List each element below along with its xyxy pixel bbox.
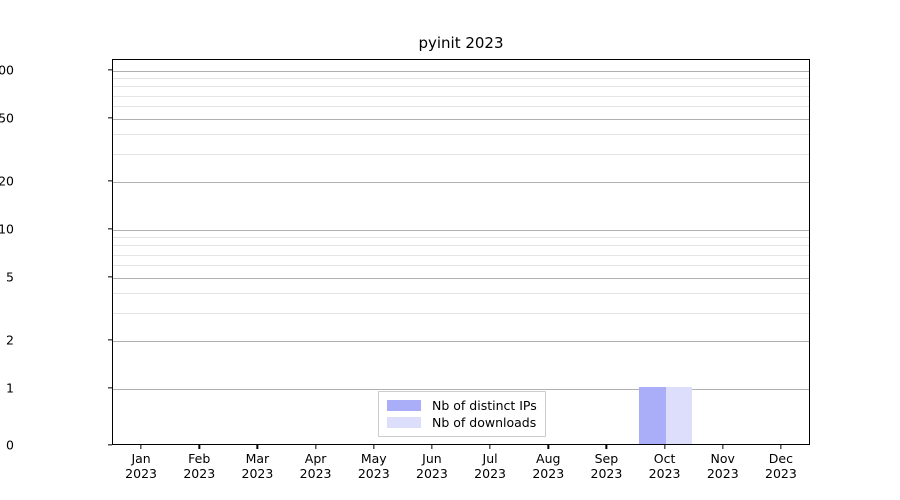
- x-tick-year: 2023: [416, 466, 448, 481]
- legend-swatch: [387, 400, 421, 411]
- gridline-major: [113, 71, 809, 72]
- gridline-minor: [113, 254, 809, 256]
- x-tick-label: Aug 2023: [532, 451, 564, 481]
- x-tick-year: 2023: [183, 466, 216, 481]
- x-tick-month: Aug: [536, 451, 561, 466]
- x-tick-label: Jun 2023: [416, 451, 448, 481]
- y-tick-label: 50: [0, 110, 14, 126]
- gridline-minor: [113, 237, 809, 239]
- x-tick-month: Nov: [710, 451, 735, 466]
- gridline-minor: [113, 78, 809, 80]
- x-tick-label: Feb 2023: [183, 451, 215, 481]
- x-tick-month: Apr: [304, 451, 327, 466]
- x-tick-month: Jun: [422, 451, 442, 466]
- chart-title: pyinit 2023: [418, 34, 504, 52]
- x-tick-year: 2023: [765, 466, 797, 481]
- legend-swatch: [387, 417, 421, 428]
- x-tick-mark: [140, 445, 142, 449]
- bar: [639, 387, 666, 444]
- x-tick-label: Nov 2023: [707, 451, 739, 481]
- x-tick-mark: [780, 445, 782, 449]
- plot-area: [112, 59, 810, 445]
- bar: [665, 387, 692, 444]
- x-tick-year: 2023: [590, 466, 623, 481]
- legend-item: Nb of downloads: [387, 414, 537, 431]
- legend-label: Nb of downloads: [432, 415, 537, 430]
- x-tick-mark: [489, 445, 491, 449]
- y-tick-label: 0: [6, 437, 14, 453]
- x-tick-month: Oct: [653, 451, 676, 466]
- x-tick-label: May 2023: [358, 451, 390, 481]
- x-tick-mark: [256, 445, 259, 449]
- gridlines: [113, 60, 809, 444]
- y-tick-label: 20: [0, 173, 14, 189]
- x-tick-label: Mar 2023: [242, 451, 274, 481]
- x-tick-mark: [431, 445, 433, 449]
- x-tick-year: 2023: [532, 466, 565, 481]
- x-tick-year: 2023: [357, 466, 390, 481]
- x-tick-mark: [198, 445, 200, 449]
- gridline-major: [113, 277, 809, 279]
- gridline-minor: [113, 134, 809, 136]
- y-tick-label: 5: [6, 269, 14, 285]
- x-tick-mark: [605, 445, 608, 449]
- y-tick-mark: [108, 387, 112, 389]
- x-tick-mark: [722, 445, 724, 449]
- x-tick-mark: [314, 445, 317, 449]
- y-tick-mark: [108, 180, 112, 182]
- x-tick-label: Sep 2023: [591, 451, 623, 481]
- x-tick-month: May: [360, 451, 387, 466]
- gridline-minor: [113, 106, 809, 108]
- y-tick-mark: [108, 339, 112, 341]
- gridline-minor: [113, 293, 809, 295]
- x-tick-label: Jul 2023: [474, 451, 506, 481]
- gridline-major: [113, 230, 809, 231]
- x-tick-year: 2023: [299, 466, 332, 481]
- gridline-minor: [113, 265, 809, 267]
- x-tick-label: Oct 2023: [649, 451, 681, 481]
- x-tick-year: 2023: [241, 466, 274, 481]
- x-tick-month: Dec: [768, 451, 793, 466]
- x-tick-month: Feb: [188, 451, 211, 466]
- y-tick-mark: [108, 444, 112, 446]
- y-tick-label: 2: [6, 332, 14, 348]
- x-tick-mark: [547, 445, 549, 449]
- legend-item: Nb of distinct IPs: [387, 397, 537, 414]
- y-tick-mark: [108, 117, 112, 119]
- x-tick-year: 2023: [706, 466, 739, 481]
- x-tick-mark: [373, 445, 375, 449]
- y-tick-label: 10: [0, 221, 14, 237]
- y-tick-mark: [108, 228, 112, 230]
- x-tick-label: Dec 2023: [765, 451, 797, 481]
- y-tick-mark: [108, 69, 112, 71]
- gridline-major: [113, 182, 809, 184]
- x-tick-month: Sep: [594, 451, 619, 466]
- x-tick-year: 2023: [125, 466, 157, 481]
- x-tick-mark: [663, 445, 666, 449]
- x-tick-month: Jul: [482, 451, 498, 466]
- gridline-minor: [113, 95, 809, 97]
- x-tick-label: Apr 2023: [300, 451, 332, 481]
- bars-layer: [113, 60, 809, 444]
- x-tick-year: 2023: [648, 466, 681, 481]
- x-tick-year: 2023: [474, 466, 506, 481]
- gridline-minor: [113, 154, 809, 156]
- y-tick-mark: [108, 276, 112, 278]
- gridline-major: [113, 389, 809, 390]
- x-tick-month: Mar: [245, 451, 270, 466]
- gridline-major: [113, 341, 809, 343]
- gridline-minor: [113, 86, 809, 88]
- y-tick-label: 100: [0, 62, 14, 78]
- x-tick-month: Jan: [131, 451, 151, 466]
- y-tick-label: 1: [6, 380, 14, 396]
- gridline-minor: [113, 245, 809, 247]
- gridline-minor: [113, 313, 809, 315]
- x-tick-label: Jan 2023: [125, 451, 157, 481]
- gridline-major: [113, 118, 809, 120]
- y-axis-tick-labels: 0 1 2 5 10 20 50 100: [0, 0, 112, 500]
- legend-label: Nb of distinct IPs: [432, 398, 537, 413]
- chart-legend: Nb of distinct IPs Nb of downloads: [378, 391, 546, 437]
